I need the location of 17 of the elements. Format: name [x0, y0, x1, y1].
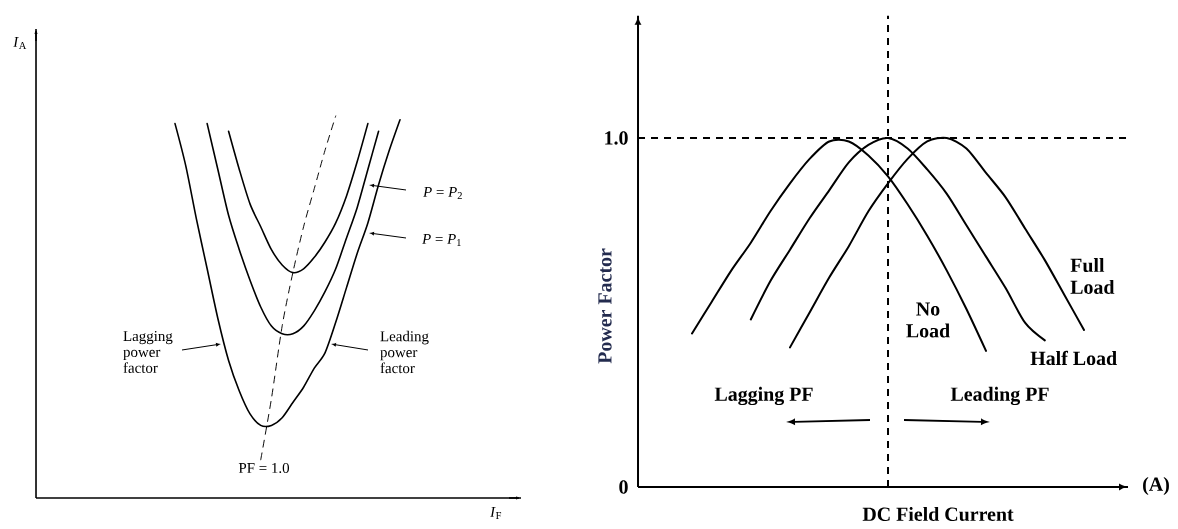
annotation: Leading power factor — [380, 330, 429, 374]
x-axis-title: I$_{F}$ — [490, 507, 502, 519]
y-axis-title: I$_{A}$ — [13, 37, 27, 49]
series-label: PF = 1.0 — [238, 462, 290, 474]
series-label: Full Load — [1070, 258, 1115, 294]
legend-label: P = P$_{1}$ — [421, 234, 461, 246]
annotation: Leading PF — [950, 386, 1049, 406]
y-tick-label: 1.0 — [605, 131, 628, 145]
series-label: Half Load — [1030, 350, 1117, 366]
annotation: Lagging power factor — [123, 331, 173, 373]
text: (A) — [1143, 476, 1169, 496]
y-tick-label: 0 — [619, 480, 628, 494]
y-axis-title: Power Factor — [598, 248, 612, 364]
x-axis-title: DC Field Current — [862, 506, 1014, 522]
legend-label: P = P$_{2}$ — [422, 187, 462, 199]
series-label: No Load — [906, 302, 950, 338]
annotation: Lagging PF — [714, 386, 813, 406]
